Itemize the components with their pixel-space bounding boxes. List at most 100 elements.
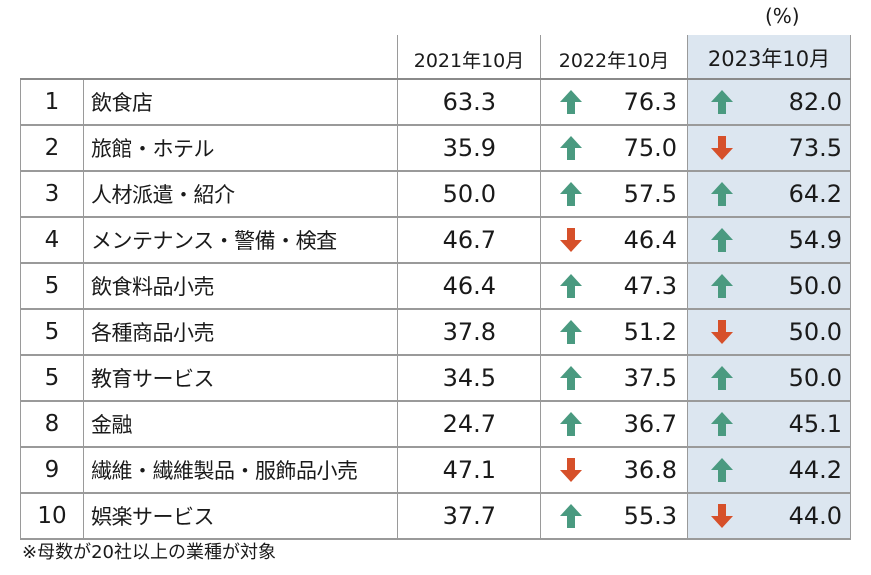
industry-cell: 各種商品小売 — [83, 309, 398, 356]
cell-2022: 55.3 — [540, 493, 688, 540]
value-2023: 64.2 — [788, 180, 842, 208]
arrow-up-icon — [559, 135, 583, 161]
value-2022: 37.5 — [623, 364, 677, 392]
arrow-up-icon — [559, 503, 583, 529]
arrow-up-icon — [559, 411, 583, 437]
value-2022: 46.4 — [623, 226, 677, 254]
value-2021: 37.7 — [397, 493, 541, 540]
cell-2022: 36.7 — [540, 401, 688, 448]
cell-2022: 76.3 — [540, 78, 688, 126]
rank-cell: 9 — [20, 447, 84, 494]
table-row: 5 教育サービス 34.5 37.5 50.0 — [20, 355, 851, 402]
cell-2023: 64.2 — [687, 171, 851, 218]
value-2021: 47.1 — [397, 447, 541, 494]
industry-cell: 教育サービス — [83, 355, 398, 402]
value-2021: 24.7 — [397, 401, 541, 448]
rank-cell: 1 — [20, 78, 84, 126]
cell-2022: 36.8 — [540, 447, 688, 494]
unit-label: (%) — [765, 4, 800, 28]
cell-2023: 50.0 — [687, 309, 851, 356]
arrow-up-icon — [710, 227, 734, 253]
value-2022: 55.3 — [623, 502, 677, 530]
rank-cell: 2 — [20, 125, 84, 172]
ranking-table: 2021年10月 2022年10月 2023年10月 1 飲食店 63.3 76.3 8… — [20, 35, 851, 540]
value-2021: 34.5 — [397, 355, 541, 402]
value-2023: 82.0 — [788, 88, 842, 116]
table-row: 3 人材派遣・紹介 50.0 57.5 64.2 — [20, 171, 851, 218]
rank-cell: 10 — [20, 493, 84, 540]
header-blank — [21, 35, 84, 79]
arrow-up-icon — [559, 89, 583, 115]
value-2022: 47.3 — [623, 272, 677, 300]
cell-2023: 73.5 — [687, 125, 851, 172]
table-row: 5 飲食料品小売 46.4 47.3 50.0 — [20, 263, 851, 310]
table-row: 2 旅館・ホテル 35.9 75.0 73.5 — [20, 125, 851, 172]
rank-cell: 5 — [20, 263, 84, 310]
value-2023: 44.2 — [788, 456, 842, 484]
arrow-up-icon — [710, 365, 734, 391]
value-2023: 45.1 — [788, 410, 842, 438]
industry-cell: 娯楽サービス — [83, 493, 398, 540]
cell-2023: 82.0 — [687, 78, 851, 126]
arrow-up-icon — [710, 411, 734, 437]
cell-2023: 44.2 — [687, 447, 851, 494]
industry-cell: 飲食料品小売 — [83, 263, 398, 310]
value-2021: 37.8 — [397, 309, 541, 356]
value-2021: 63.3 — [397, 78, 541, 126]
header-2022: 2022年10月 — [540, 35, 688, 80]
industry-cell: 旅館・ホテル — [83, 125, 398, 172]
table-row: 1 飲食店 63.3 76.3 82.0 — [20, 78, 851, 126]
value-2023: 73.5 — [788, 134, 842, 162]
industry-cell: 飲食店 — [83, 78, 398, 126]
value-2022: 76.3 — [623, 88, 677, 116]
rank-cell: 3 — [20, 171, 84, 218]
value-2023: 54.9 — [788, 226, 842, 254]
table-row: 10 娯楽サービス 37.7 55.3 44.0 — [20, 493, 851, 540]
cell-2023: 50.0 — [687, 263, 851, 310]
cell-2022: 46.4 — [540, 217, 688, 264]
arrow-up-icon — [710, 181, 734, 207]
arrow-down-icon — [710, 319, 734, 345]
value-2023: 44.0 — [788, 502, 842, 530]
value-2022: 36.7 — [623, 410, 677, 438]
header-2023: 2023年10月 — [687, 35, 851, 80]
arrow-up-icon — [710, 273, 734, 299]
cell-2022: 37.5 — [540, 355, 688, 402]
arrow-down-icon — [559, 457, 583, 483]
cell-2023: 45.1 — [687, 401, 851, 448]
footnote: ※母数が20社以上の業種が対象 — [22, 542, 276, 563]
value-2022: 57.5 — [623, 180, 677, 208]
arrow-up-icon — [710, 89, 734, 115]
arrow-up-icon — [559, 273, 583, 299]
rank-cell: 5 — [20, 309, 84, 356]
arrow-down-icon — [710, 135, 734, 161]
arrow-down-icon — [559, 227, 583, 253]
value-2021: 46.7 — [397, 217, 541, 264]
table-row: 4 メンテナンス・警備・検査 46.7 46.4 54.9 — [20, 217, 851, 264]
table-row: 9 繊維・繊維製品・服飾品小売 47.1 36.8 44.2 — [20, 447, 851, 494]
value-2023: 50.0 — [788, 364, 842, 392]
cell-2023: 54.9 — [687, 217, 851, 264]
value-2021: 50.0 — [397, 171, 541, 218]
rank-cell: 5 — [20, 355, 84, 402]
cell-2023: 50.0 — [687, 355, 851, 402]
arrow-down-icon — [710, 503, 734, 529]
value-2023: 50.0 — [788, 272, 842, 300]
cell-2022: 57.5 — [540, 171, 688, 218]
value-2021: 46.4 — [397, 263, 541, 310]
industry-cell: 繊維・繊維製品・服飾品小売 — [83, 447, 398, 494]
cell-2022: 51.2 — [540, 309, 688, 356]
arrow-up-icon — [559, 365, 583, 391]
arrow-up-icon — [710, 457, 734, 483]
header-2021: 2021年10月 — [397, 35, 541, 80]
arrow-up-icon — [559, 181, 583, 207]
industry-cell: 金融 — [83, 401, 398, 448]
value-2022: 36.8 — [623, 456, 677, 484]
table-row: 8 金融 24.7 36.7 45.1 — [20, 401, 851, 448]
value-2022: 51.2 — [623, 318, 677, 346]
industry-cell: 人材派遣・紹介 — [83, 171, 398, 218]
header-row: 2021年10月 2022年10月 2023年10月 — [21, 35, 851, 80]
arrow-up-icon — [559, 319, 583, 345]
value-2023: 50.0 — [788, 318, 842, 346]
cell-2022: 75.0 — [540, 125, 688, 172]
